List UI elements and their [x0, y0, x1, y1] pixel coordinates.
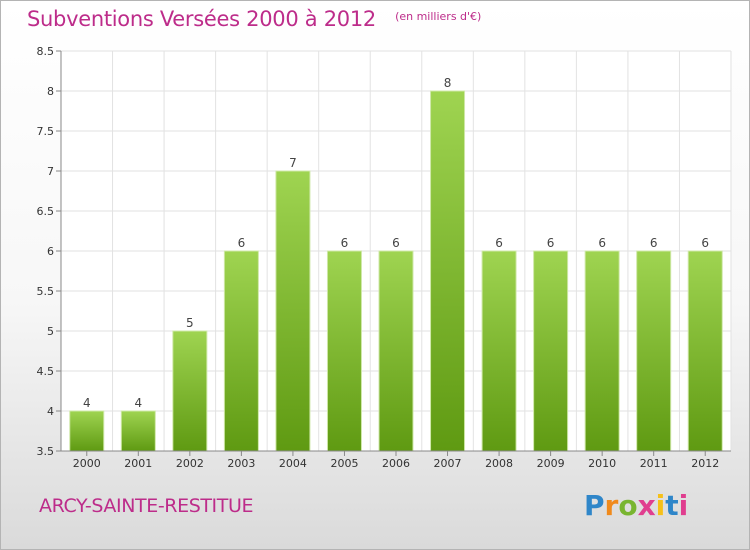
axis-layer: 3.5 4 4.5 5 5.5 6 6.5 7 7.5 8 8.5 2000 2001 2002 2003 2…	[37, 45, 731, 470]
chart-subtitle: (en milliers d'€)	[395, 10, 482, 23]
y-tick-label: 7.5	[37, 125, 55, 138]
bar-2012	[687, 250, 723, 452]
value-label: 6	[598, 236, 606, 250]
value-label: 8	[444, 76, 452, 90]
bar-2007	[430, 90, 466, 452]
x-tick-label: 2012	[691, 457, 719, 470]
x-tick-label: 2000	[73, 457, 101, 470]
x-tick-label: 2011	[640, 457, 668, 470]
y-tick-label: 7	[47, 165, 54, 178]
y-tick-label: 6.5	[37, 205, 55, 218]
x-tick-label: 2005	[330, 457, 358, 470]
value-label: 6	[392, 236, 400, 250]
bar-2006	[378, 250, 414, 452]
bar-2009	[533, 250, 569, 452]
x-tick-label: 2006	[382, 457, 410, 470]
value-label: 4	[134, 396, 142, 410]
bar-2008	[481, 250, 517, 452]
proxiti-logo: Proxiti	[584, 489, 689, 522]
value-label: 6	[650, 236, 658, 250]
y-tick-label: 4.5	[37, 365, 55, 378]
value-label: 6	[341, 236, 349, 250]
y-tick-label: 4	[47, 405, 54, 418]
x-tick-label: 2002	[176, 457, 204, 470]
y-tick-label: 8	[47, 85, 54, 98]
x-tick-label: 2004	[279, 457, 307, 470]
value-label: 6	[547, 236, 555, 250]
bar-2003	[223, 250, 259, 452]
value-label: 4	[83, 396, 91, 410]
x-tick-label: 2001	[124, 457, 152, 470]
y-tick-label: 5.5	[37, 285, 55, 298]
x-tick-label: 2010	[588, 457, 616, 470]
bar-2011	[636, 250, 672, 452]
y-tick-label: 8.5	[37, 45, 55, 58]
x-tick-label: 2008	[485, 457, 513, 470]
value-label: 6	[701, 236, 709, 250]
commune-name: ARCY-SAINTE-RESTITUE	[39, 495, 254, 517]
bar-2010	[584, 250, 620, 452]
value-label: 7	[289, 156, 297, 170]
y-tick-label: 3.5	[37, 445, 55, 458]
x-tick-label: 2003	[227, 457, 255, 470]
x-tick-label: 2009	[537, 457, 565, 470]
title-row: Subventions Versées 2000 à 2012 (en mill…	[27, 7, 481, 31]
value-label: 5	[186, 316, 194, 330]
y-tick-label: 6	[47, 245, 54, 258]
bar-2004	[275, 170, 311, 452]
bar-2005	[326, 250, 362, 452]
value-label: 6	[238, 236, 246, 250]
bar-2000	[69, 410, 105, 452]
x-tick-label: 2007	[434, 457, 462, 470]
y-tick-label: 5	[47, 325, 54, 338]
chart-title: Subventions Versées 2000 à 2012	[27, 7, 376, 31]
bar-2001	[120, 410, 156, 452]
value-label: 6	[495, 236, 503, 250]
bar-2002	[172, 330, 208, 452]
bars-layer: 4 4 5 6 7 6 6 8 6 6 6 6 6	[69, 76, 723, 452]
